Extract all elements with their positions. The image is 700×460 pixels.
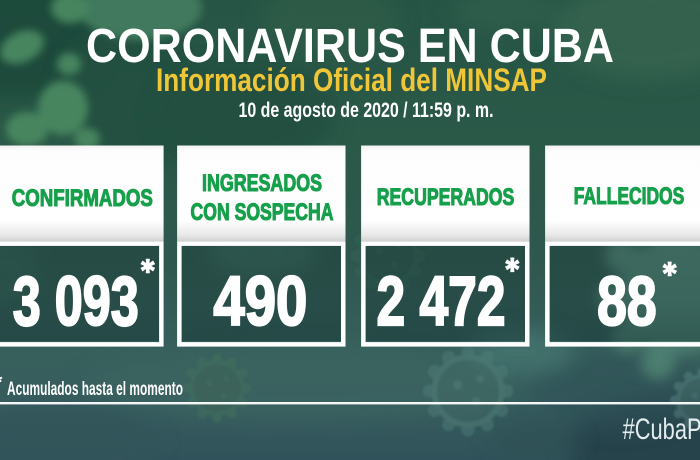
svg-text:88: 88 bbox=[597, 262, 657, 340]
svg-text:#CubaPorLaVida: #CubaPorLaVida bbox=[623, 413, 700, 446]
svg-text:Acumulados hasta el momento: Acumulados hasta el momento bbox=[7, 379, 183, 400]
svg-text:RECUPERADOS: RECUPERADOS bbox=[377, 184, 515, 211]
svg-text:CORONAVIRUS EN CUBA: CORONAVIRUS EN CUBA bbox=[86, 20, 614, 73]
svg-text:INGRESADOS: INGRESADOS bbox=[202, 170, 322, 197]
svg-text:CON SOSPECHA: CON SOSPECHA bbox=[191, 199, 334, 226]
svg-text:*: * bbox=[0, 373, 3, 394]
svg-text:3 093: 3 093 bbox=[13, 262, 139, 340]
svg-text:490: 490 bbox=[213, 262, 307, 340]
svg-text:Información Oficial del MINSAP: Información Oficial del MINSAP bbox=[156, 62, 547, 98]
svg-text:2 472: 2 472 bbox=[377, 262, 506, 340]
svg-text:10 de agosto de 2020 / 11:59 p: 10 de agosto de 2020 / 11:59 p. m. bbox=[239, 99, 494, 122]
svg-text:FALLECIDOS: FALLECIDOS bbox=[574, 183, 685, 210]
svg-text:CONFIRMADOS: CONFIRMADOS bbox=[12, 185, 153, 212]
